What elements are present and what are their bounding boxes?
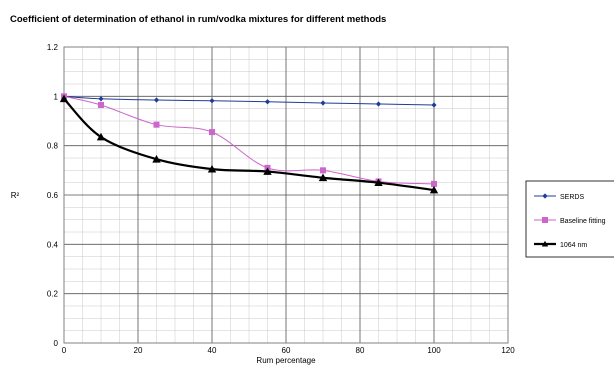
data-point — [96, 132, 106, 141]
data-point — [153, 121, 160, 128]
x-tick-label: 60 — [282, 346, 291, 355]
data-point — [98, 96, 104, 102]
legend-marker — [542, 193, 548, 199]
x-tick-label: 100 — [427, 346, 441, 355]
x-axis-ticks: 0 20 40 60 80 100 120 — [62, 346, 515, 355]
data-point — [429, 185, 439, 194]
plot-area — [63, 46, 509, 344]
legend-item: 1064 nm — [534, 240, 587, 249]
chart-title: Coefficient of determination of ethanol … — [10, 14, 386, 25]
series-group — [59, 93, 439, 194]
legend-label: Baseline fitting — [560, 218, 606, 225]
x-tick-label: 120 — [501, 346, 515, 355]
plot-border — [63, 46, 509, 344]
data-point — [318, 173, 328, 182]
y-axis-ticks: 0 0.2 0.4 0.6 0.8 1 1.2 — [47, 43, 59, 348]
series-line — [63, 98, 435, 192]
y-tick-label: 0.4 — [47, 240, 59, 249]
data-point — [375, 101, 382, 107]
y-tick-label: 0 — [54, 339, 59, 348]
x-tick-label: 80 — [356, 346, 365, 355]
data-point — [153, 97, 160, 103]
x-axis-label: Rum percentage — [256, 356, 316, 365]
data-point — [431, 102, 437, 108]
legend: SERDS Baseline fitting 1064 nm — [525, 180, 614, 258]
data-point — [209, 98, 215, 104]
data-point — [59, 94, 69, 103]
data-point — [264, 99, 271, 105]
x-tick-label: 20 — [134, 346, 143, 355]
legend-item: SERDS — [534, 193, 584, 201]
data-point — [374, 178, 383, 187]
data-point — [320, 100, 326, 106]
data-point — [207, 164, 217, 173]
y-tick-label: 0.2 — [47, 290, 59, 299]
legend-label: SERDS — [560, 194, 584, 201]
x-tick-label: 0 — [62, 346, 67, 355]
legend-marker — [542, 217, 548, 223]
data-point — [320, 167, 326, 174]
series-line — [63, 95, 435, 185]
y-tick-label: 1.2 — [47, 43, 59, 52]
data-point — [152, 155, 161, 163]
data-point — [431, 180, 437, 187]
series-line — [63, 95, 435, 106]
series-2 — [59, 94, 439, 194]
legend-label: 1064 nm — [560, 242, 587, 249]
legend-item: Baseline fitting — [534, 217, 606, 225]
y-axis-label: R² — [11, 191, 20, 200]
data-point — [209, 129, 215, 136]
y-tick-label: 1 — [54, 92, 59, 101]
data-point — [263, 167, 272, 175]
x-tick-label: 40 — [208, 346, 217, 355]
y-tick-label: 0.6 — [47, 191, 59, 200]
data-point — [98, 101, 104, 108]
y-tick-label: 0.8 — [47, 142, 59, 151]
legend-marker — [541, 240, 549, 247]
